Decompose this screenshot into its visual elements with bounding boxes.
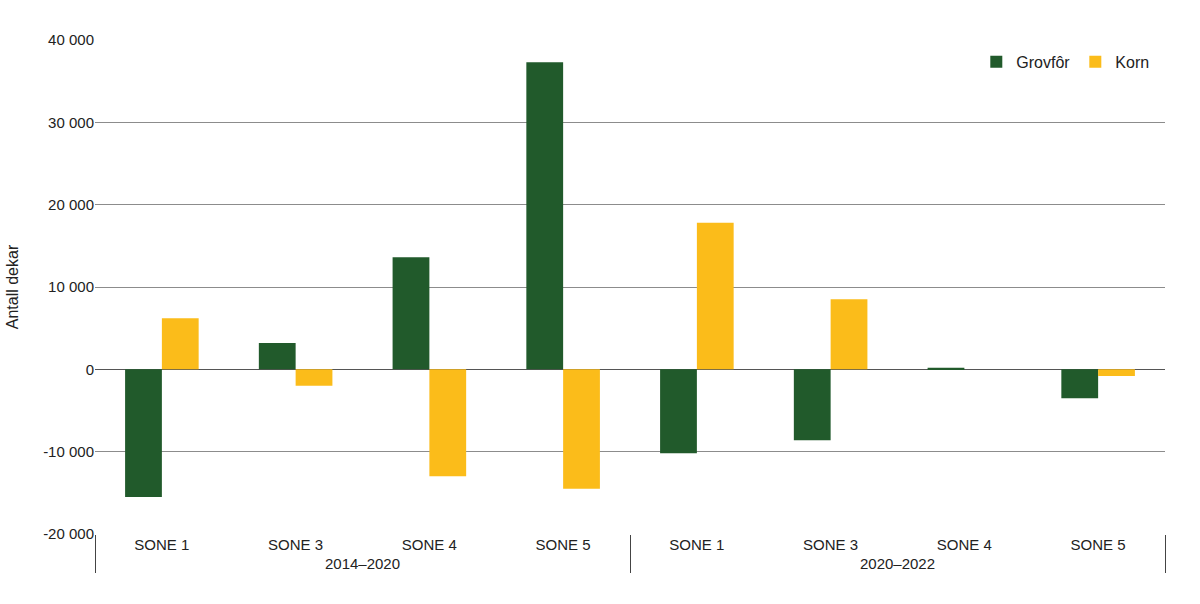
svg-text:20 000: 20 000	[48, 196, 94, 213]
svg-text:SONE 4: SONE 4	[937, 536, 992, 553]
svg-text:Grovfôr: Grovfôr	[1016, 54, 1070, 71]
svg-text:-20 000: -20 000	[43, 525, 94, 542]
svg-text:SONE 3: SONE 3	[268, 536, 323, 553]
svg-text:SONE 1: SONE 1	[134, 536, 189, 553]
svg-text:2014–2020: 2014–2020	[325, 555, 400, 572]
svg-text:10 000: 10 000	[48, 278, 94, 295]
svg-text:SONE 5: SONE 5	[1071, 536, 1126, 553]
svg-text:SONE 4: SONE 4	[402, 536, 457, 553]
svg-text:30 000: 30 000	[48, 114, 94, 131]
svg-text:SONE 1: SONE 1	[669, 536, 724, 553]
svg-text:-10 000: -10 000	[43, 443, 94, 460]
svg-text:2020–2022: 2020–2022	[860, 555, 935, 572]
svg-text:SONE 5: SONE 5	[536, 536, 591, 553]
svg-text:Korn: Korn	[1115, 54, 1149, 71]
svg-text:SONE 3: SONE 3	[803, 536, 858, 553]
svg-text:40 000: 40 000	[48, 31, 94, 48]
svg-text:0: 0	[86, 361, 94, 378]
svg-text:Antall dekar: Antall dekar	[4, 244, 21, 329]
